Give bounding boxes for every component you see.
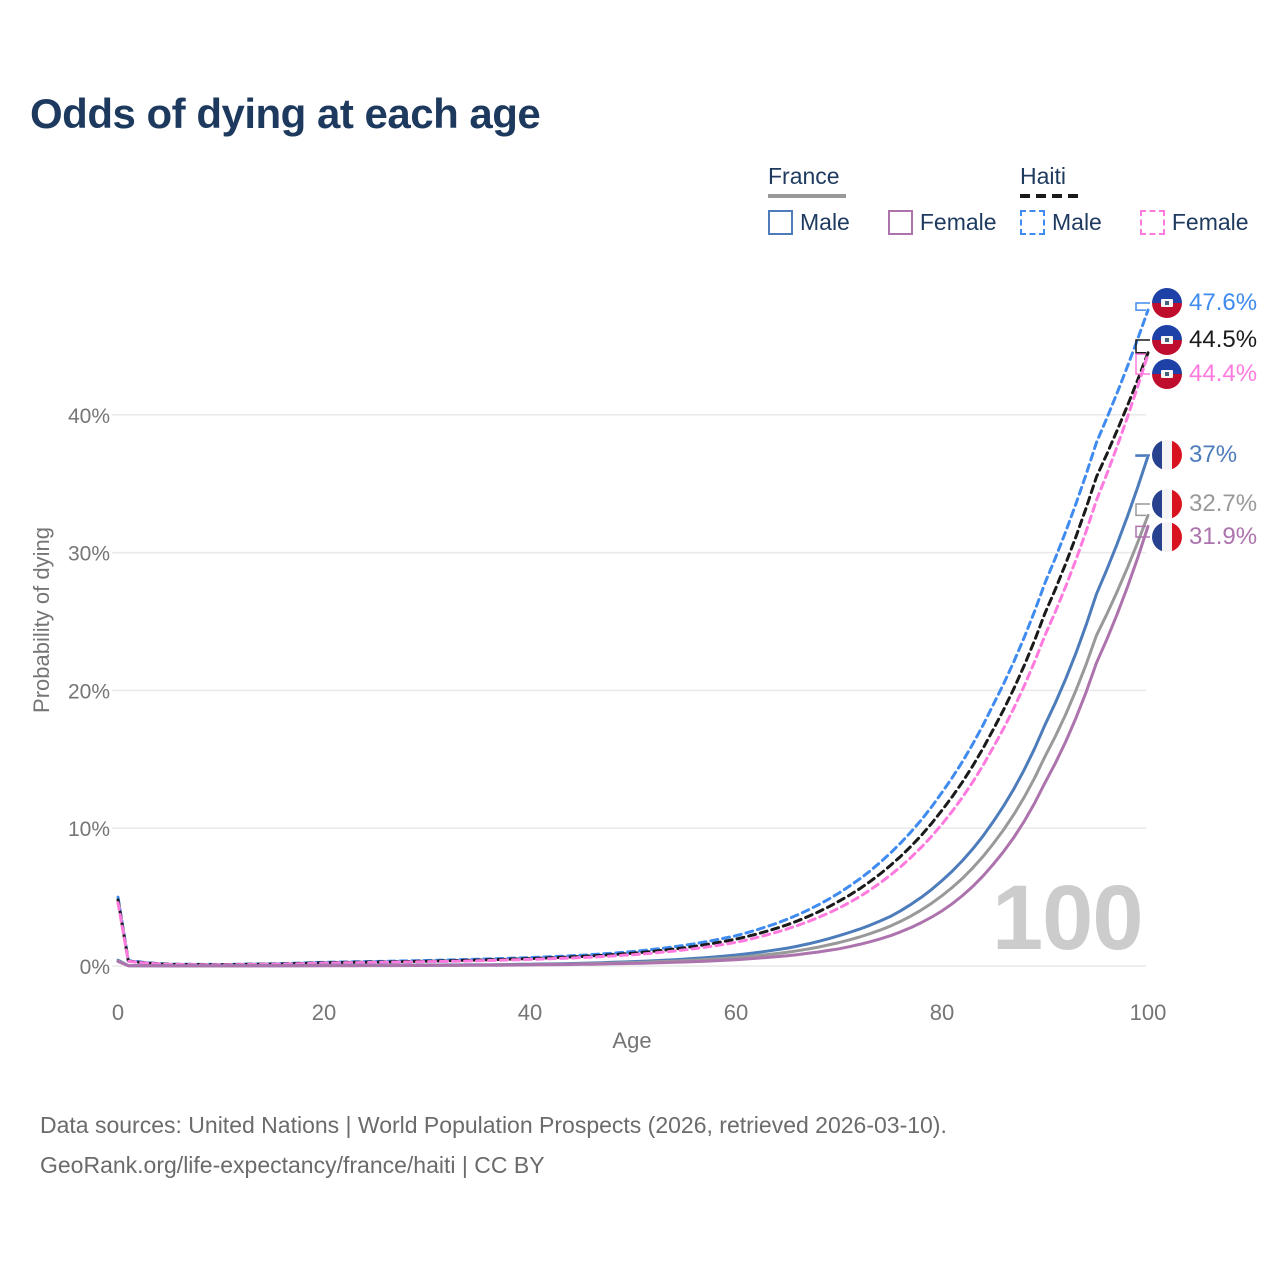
france-female-curve — [116, 524, 1150, 968]
end-label-france-male: 37% — [1152, 440, 1237, 470]
end-label-connector — [1135, 302, 1150, 311]
france-flag-icon — [1152, 440, 1182, 470]
france-male-curve — [116, 454, 1150, 968]
x-tick-label: 0 — [112, 1000, 124, 1025]
end-label-connector — [1135, 454, 1150, 457]
legend-label: Female — [1171, 209, 1249, 235]
x-axis-title: Age — [612, 1028, 652, 1053]
legend-item-haiti-female[interactable]: Female — [1139, 209, 1249, 236]
end-label-haiti-both: 44.5% — [1152, 325, 1257, 355]
legend-group-france: France Male Female — [768, 163, 997, 236]
haiti-flag-icon — [1152, 359, 1182, 389]
end-label-connector — [1135, 339, 1150, 354]
end-value: 44.4% — [1189, 360, 1258, 387]
data-sources: Data sources: United Nations | World Pop… — [40, 1105, 947, 1185]
legend-item-haiti-male[interactable]: Male — [1020, 209, 1102, 236]
legend-item-france-male[interactable]: Male — [768, 209, 850, 236]
legend-label: Female — [919, 209, 997, 235]
end-label-connector — [1135, 525, 1150, 538]
x-tick-label: 100 — [1130, 1000, 1167, 1025]
legend-haiti-line-marker — [1020, 194, 1078, 198]
end-value: 47.6% — [1189, 289, 1258, 316]
legend-item-france-female[interactable]: Female — [887, 209, 997, 236]
end-value: 44.5% — [1189, 326, 1258, 353]
end-value: 31.9% — [1189, 523, 1258, 550]
legend-country-france: France — [768, 163, 840, 189]
y-tick-label: 20% — [68, 680, 110, 703]
haiti-female-curve — [116, 352, 1150, 967]
end-label-connector — [1135, 353, 1150, 375]
y-tick-label: 10% — [68, 818, 110, 841]
haiti-female-swatch-icon — [1139, 210, 1165, 235]
hover-age-indicator: 100 — [992, 867, 1143, 969]
data-sources-line1: Data sources: United Nations | World Pop… — [40, 1112, 947, 1138]
end-label-haiti-male: 47.6% — [1152, 288, 1257, 318]
france-flag-icon — [1152, 522, 1182, 552]
y-tick-label: 0% — [80, 956, 110, 979]
legend-country-haiti: Haiti — [1020, 163, 1067, 189]
haiti-flag-icon — [1152, 288, 1182, 318]
haiti-male-swatch-icon — [1020, 210, 1045, 235]
chart-title: Odds of dying at each age — [30, 90, 541, 137]
end-label-france-female: 31.9% — [1152, 522, 1257, 552]
legend-label: Male — [800, 209, 850, 235]
y-tick-label: 40% — [68, 405, 110, 428]
end-label-france-both: 32.7% — [1152, 489, 1257, 519]
haiti-male-curve — [116, 308, 1150, 966]
haiti-both-sexes-curve — [116, 351, 1150, 967]
end-value: 37% — [1189, 441, 1238, 468]
legend-label: Male — [1052, 209, 1102, 235]
france-female-swatch-icon — [887, 210, 913, 235]
legend-france-line-marker — [768, 194, 846, 198]
x-tick-label: 80 — [930, 1000, 954, 1025]
france-male-swatch-icon — [768, 210, 793, 235]
data-sources-line2: GeoRank.org/life-expectancy/france/haiti… — [40, 1152, 545, 1178]
haiti-flag-icon — [1152, 325, 1182, 355]
x-tick-label: 20 — [312, 1000, 336, 1025]
x-tick-label: 40 — [518, 1000, 542, 1025]
x-tick-label: 60 — [724, 1000, 748, 1025]
france-flag-icon — [1152, 489, 1182, 519]
end-label-haiti-female: 44.4% — [1152, 359, 1257, 389]
france-both-sexes-curve — [116, 513, 1150, 968]
y-tick-label: 30% — [68, 543, 110, 566]
end-label-connector — [1135, 503, 1150, 517]
legend-group-haiti: Haiti Male Female — [1020, 163, 1249, 236]
end-value: 32.7% — [1189, 490, 1258, 517]
